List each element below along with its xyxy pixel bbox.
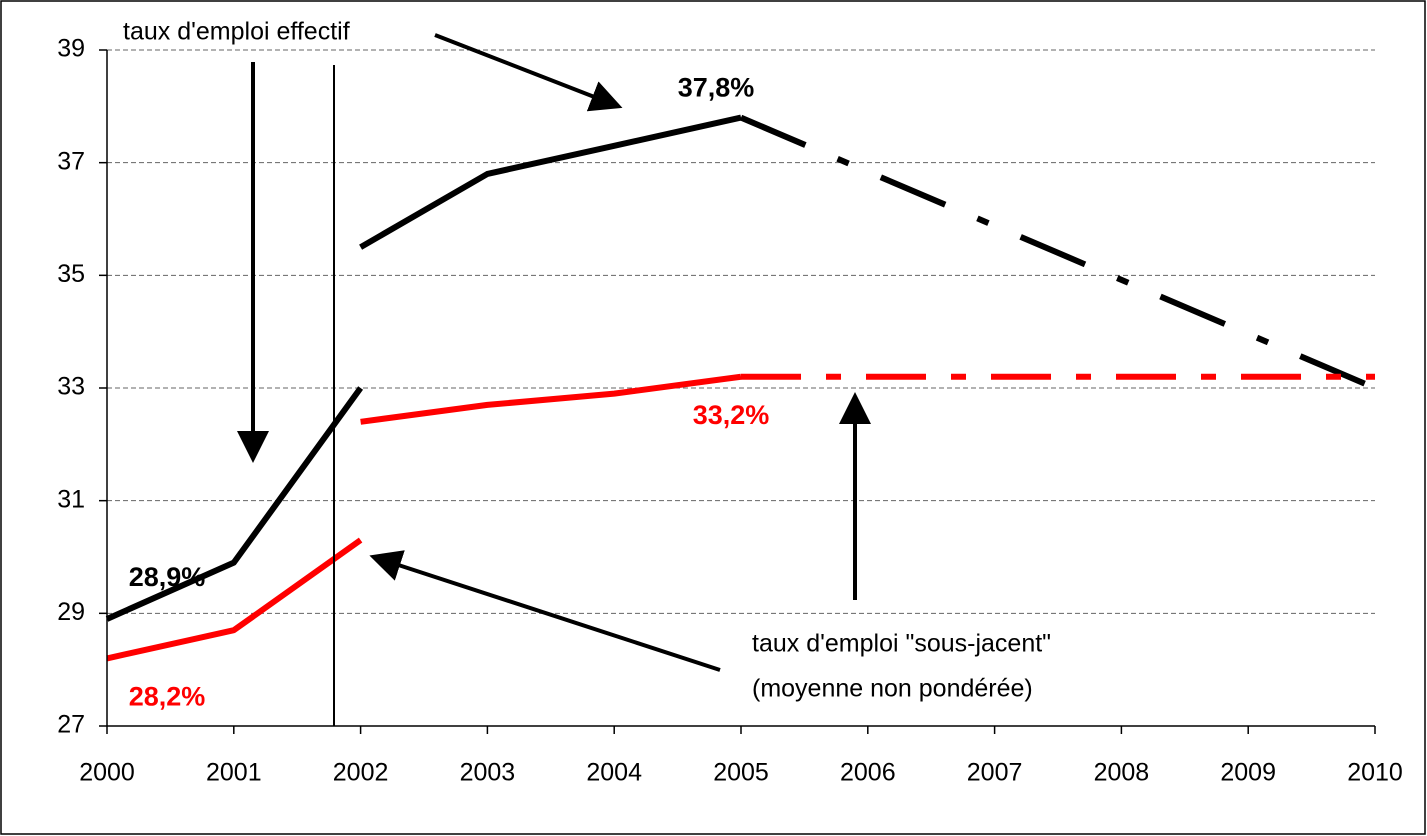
annotation: taux d'emploi "sous-jacent" — [752, 630, 1051, 658]
grid — [107, 49, 1375, 614]
data-label: 28,2% — [129, 682, 206, 712]
x-tick-label: 2003 — [460, 759, 516, 787]
series-line — [106, 537, 363, 662]
arrow — [369, 550, 721, 672]
annotation: taux d'emploi effectif — [123, 18, 350, 46]
series-line — [359, 114, 742, 250]
x-tick-label: 2005 — [713, 759, 769, 787]
x-tick-label: 2009 — [1220, 759, 1276, 787]
x-tick-label: 2010 — [1347, 759, 1403, 787]
y-tick-label: 33 — [57, 373, 85, 401]
lines — [105, 114, 1377, 662]
y-tick-label: 31 — [57, 485, 85, 513]
x-tick-label: 2000 — [79, 759, 135, 787]
x-tick-label: 2001 — [206, 759, 262, 787]
x-tick-label: 2007 — [967, 759, 1023, 787]
x-tick-label: 2008 — [1094, 759, 1150, 787]
x-tick-label: 2004 — [586, 759, 642, 787]
x-tick-label: 2002 — [333, 759, 389, 787]
annotation: (moyenne non pondérée) — [752, 675, 1033, 703]
series-line — [105, 386, 364, 622]
arrow — [434, 33, 623, 112]
y-tick-label: 37 — [57, 147, 85, 175]
data-label: 37,8% — [678, 73, 755, 103]
x-tick-label: 2006 — [840, 759, 896, 787]
y-tick-label: 29 — [57, 598, 85, 626]
y-tick-label: 35 — [57, 260, 85, 288]
y-tick-label: 39 — [57, 35, 85, 63]
series-line — [360, 373, 742, 425]
data-label: 33,2% — [693, 400, 770, 430]
data-label: 28,9% — [129, 562, 206, 592]
series-line — [739, 114, 1377, 391]
arrows — [237, 33, 871, 672]
y-tick-label: 27 — [57, 711, 85, 739]
